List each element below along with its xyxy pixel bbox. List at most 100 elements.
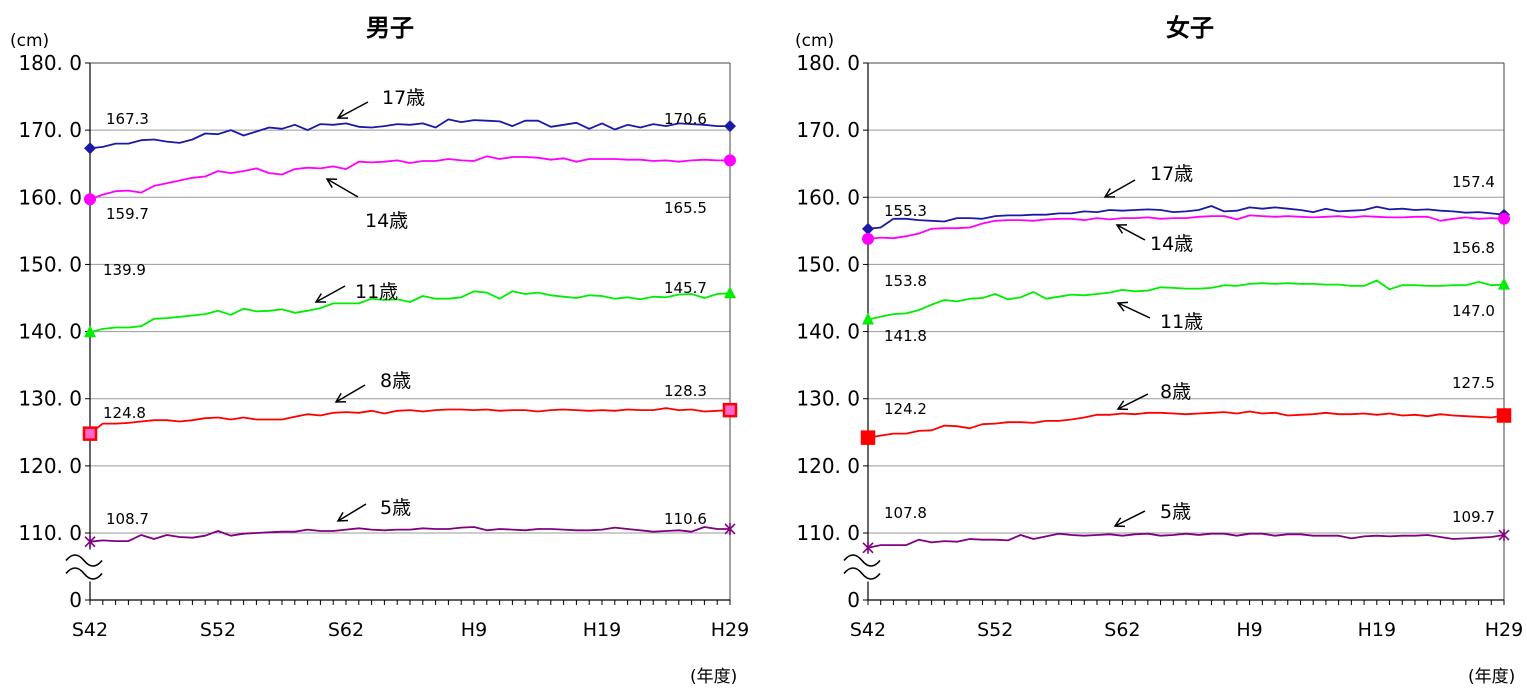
end-marker bbox=[724, 522, 736, 535]
arrowhead-icon bbox=[1113, 517, 1126, 528]
y-tick-label: 160. 0 bbox=[796, 185, 860, 209]
end-value-label: 156.8 bbox=[1452, 239, 1495, 257]
age-label: 17歳 bbox=[382, 87, 425, 109]
start-marker bbox=[84, 142, 96, 155]
end-value-label: 157.4 bbox=[1452, 173, 1495, 191]
y-tick-label: 130. 0 bbox=[18, 387, 82, 411]
start-value-label: 155.3 bbox=[884, 202, 927, 220]
pointer-arrow-icon bbox=[326, 178, 359, 198]
y-unit-label: (cm) bbox=[10, 31, 49, 51]
series-5-line bbox=[867, 532, 1505, 549]
y-tick-label: 140. 0 bbox=[18, 320, 82, 344]
pointer-arrow-icon bbox=[1117, 393, 1149, 410]
x-tick-label: H29 bbox=[1485, 619, 1523, 641]
series-5-line bbox=[89, 526, 730, 543]
pointer-arrow-icon bbox=[335, 384, 366, 403]
axis-break-wave-icon bbox=[65, 554, 103, 567]
y-tick-label: 120. 0 bbox=[796, 454, 860, 478]
y-tick-label: 180. 0 bbox=[18, 51, 82, 75]
y-tick-label: 110. 0 bbox=[18, 521, 82, 545]
x-tick-label: H19 bbox=[1358, 619, 1396, 641]
start-marker bbox=[862, 222, 874, 235]
arrowhead-icon bbox=[1103, 188, 1116, 198]
y-tick-label: 160. 0 bbox=[18, 185, 82, 209]
y-tick-label: 180. 0 bbox=[796, 51, 860, 75]
series-11-line bbox=[867, 279, 1505, 321]
chart-panel-0 bbox=[64, 62, 738, 605]
end-marker bbox=[1498, 212, 1510, 225]
x-unit-label: (年度) bbox=[1468, 667, 1515, 687]
pointer-arrow-icon bbox=[337, 101, 369, 119]
arrowhead-icon bbox=[336, 109, 349, 119]
y-tick-label: 140. 0 bbox=[796, 320, 860, 344]
start-marker bbox=[84, 325, 96, 338]
arrowhead-icon bbox=[336, 511, 349, 522]
x-tick-label: S52 bbox=[977, 619, 1013, 641]
end-value-label: 110.6 bbox=[664, 510, 707, 528]
x-tick-label: S42 bbox=[850, 619, 886, 641]
end-marker bbox=[1498, 529, 1510, 542]
start-marker bbox=[84, 193, 96, 206]
age-label: 5歳 bbox=[1160, 501, 1191, 523]
y-tick-label: 170. 0 bbox=[18, 118, 82, 142]
start-value-label: 124.2 bbox=[884, 400, 927, 418]
x-tick-label: H19 bbox=[583, 619, 621, 641]
start-marker bbox=[862, 312, 874, 325]
pointer-arrow-icon bbox=[1117, 302, 1151, 319]
end-value-label: 127.5 bbox=[1452, 374, 1495, 392]
age-label: 11歳 bbox=[1160, 311, 1203, 333]
end-value-label: 147.0 bbox=[1452, 302, 1495, 320]
arrowhead-icon bbox=[325, 178, 338, 188]
end-value-label: 145.7 bbox=[664, 279, 707, 297]
age-label: 17歳 bbox=[1150, 163, 1193, 185]
start-value-label: 153.8 bbox=[884, 272, 927, 290]
y-unit-label: (cm) bbox=[795, 31, 834, 51]
series-8-line bbox=[89, 407, 731, 435]
series-17-line bbox=[89, 118, 730, 150]
x-tick-label: S52 bbox=[200, 619, 236, 641]
x-tick-label: H9 bbox=[461, 619, 487, 641]
series-8-line bbox=[867, 410, 1505, 439]
y-tick-label: 120. 0 bbox=[18, 454, 82, 478]
pointer-arrow-icon bbox=[1116, 224, 1146, 241]
start-marker bbox=[862, 541, 874, 554]
y-tick-label: 150. 0 bbox=[796, 252, 860, 276]
arrowhead-icon bbox=[1116, 301, 1129, 312]
x-tick-label: S62 bbox=[1104, 619, 1140, 641]
start-value-label: 108.7 bbox=[106, 510, 149, 528]
end-marker bbox=[724, 286, 736, 299]
pointer-arrow-icon bbox=[1114, 510, 1146, 527]
x-unit-label: (年度) bbox=[690, 667, 737, 687]
end-value-label: 128.3 bbox=[664, 382, 707, 400]
chart-panel-1 bbox=[842, 62, 1512, 605]
series-17-line bbox=[867, 205, 1505, 230]
start-value-label: 141.8 bbox=[884, 327, 927, 345]
end-marker bbox=[1496, 408, 1512, 423]
y-tick-label: 170. 0 bbox=[796, 118, 860, 142]
age-label: 14歳 bbox=[1150, 233, 1193, 255]
series-11-line bbox=[89, 290, 731, 334]
end-value-label: 165.5 bbox=[664, 199, 707, 217]
end-marker bbox=[1498, 277, 1510, 290]
arrowhead-icon bbox=[334, 393, 347, 403]
x-tick-label: S42 bbox=[72, 619, 108, 641]
y-tick-label: 110. 0 bbox=[796, 521, 860, 545]
start-value-label: 107.8 bbox=[884, 504, 927, 522]
end-marker bbox=[724, 154, 736, 167]
chart-title: 男子 bbox=[366, 14, 414, 42]
age-label: 5歳 bbox=[380, 497, 411, 519]
start-marker bbox=[84, 535, 96, 548]
series-14-line bbox=[867, 214, 1505, 240]
y-tick-label: 0 bbox=[847, 588, 860, 612]
arrowhead-icon bbox=[1116, 400, 1129, 411]
end-marker bbox=[724, 120, 736, 133]
start-value-label: 167.3 bbox=[106, 110, 149, 128]
end-marker bbox=[722, 402, 738, 418]
start-value-label: 124.8 bbox=[103, 404, 146, 422]
y-tick-label: 150. 0 bbox=[18, 252, 82, 276]
axis-break-wave-icon bbox=[65, 567, 103, 580]
start-value-label: 159.7 bbox=[106, 205, 149, 223]
pointer-arrow-icon bbox=[315, 285, 346, 303]
axis-break-wave-icon bbox=[843, 554, 881, 567]
